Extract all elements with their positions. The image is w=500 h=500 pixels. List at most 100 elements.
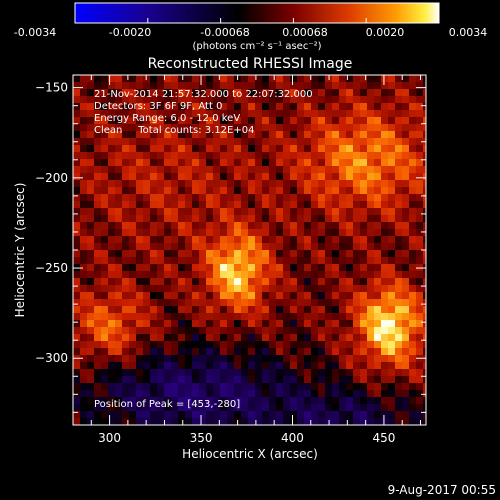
heatmap-cell <box>122 187 130 195</box>
heatmap-cell <box>122 327 130 335</box>
heatmap-cell <box>325 362 333 370</box>
heatmap-cell <box>409 159 417 167</box>
heatmap-cell <box>353 194 361 202</box>
heatmap-cell <box>241 418 249 425</box>
heatmap-cell <box>178 180 186 188</box>
heatmap-cell <box>164 292 172 300</box>
heatmap-cell <box>325 222 333 230</box>
heatmap-cell <box>143 390 151 398</box>
heatmap-cell <box>185 215 193 223</box>
heatmap-cell <box>276 187 284 195</box>
heatmap-cell <box>129 194 137 202</box>
heatmap-cell <box>360 215 368 223</box>
heatmap-cell <box>283 103 291 111</box>
heatmap-cell <box>290 348 298 356</box>
heatmap-cell <box>122 383 130 391</box>
heatmap-cell <box>220 376 228 384</box>
heatmap-cell <box>304 222 312 230</box>
heatmap-cell <box>164 411 172 419</box>
heatmap-cell <box>290 194 298 202</box>
heatmap-cell <box>241 166 249 174</box>
heatmap-cell <box>409 75 417 83</box>
heatmap-cell <box>381 376 389 384</box>
heatmap-cell <box>122 131 130 139</box>
heatmap-cell <box>157 327 165 335</box>
heatmap-cell <box>108 236 116 244</box>
heatmap-cell <box>311 159 319 167</box>
heatmap-cell <box>339 299 347 307</box>
heatmap-cell <box>87 369 95 377</box>
heatmap-cell <box>409 348 417 356</box>
heatmap-cell <box>381 138 389 146</box>
heatmap-cell <box>311 285 319 293</box>
heatmap-cell <box>164 390 172 398</box>
heatmap-cell <box>94 390 102 398</box>
heatmap-cell <box>220 110 228 118</box>
heatmap-cell <box>346 348 354 356</box>
heatmap-cell <box>297 369 305 377</box>
heatmap-cell <box>339 103 347 111</box>
heatmap-cell <box>297 362 305 370</box>
heatmap-cell <box>269 355 277 363</box>
heatmap-cell <box>367 306 375 314</box>
heatmap-cell <box>101 82 109 90</box>
heatmap-cell <box>157 257 165 265</box>
heatmap-cell <box>80 124 88 132</box>
heatmap-cell <box>136 103 144 111</box>
heatmap-cell <box>157 236 165 244</box>
heatmap-cell <box>108 334 116 342</box>
heatmap-cell <box>283 257 291 265</box>
heatmap-cell <box>367 187 375 195</box>
heatmap-cell <box>255 229 263 237</box>
heatmap-cell <box>346 222 354 230</box>
heatmap-cell <box>290 264 298 272</box>
heatmap-cell <box>192 313 200 321</box>
heatmap-cell <box>269 292 277 300</box>
heatmap-cell <box>115 89 123 97</box>
heatmap-cell <box>325 229 333 237</box>
heatmap-cell <box>353 243 361 251</box>
heatmap-cell <box>416 75 424 83</box>
heatmap-cell <box>283 110 291 118</box>
heatmap-cell <box>388 362 396 370</box>
heatmap-cell <box>234 397 242 405</box>
heatmap-cell <box>171 404 179 412</box>
heatmap-cell <box>304 229 312 237</box>
heatmap-cell <box>381 131 389 139</box>
heatmap-cell <box>213 278 221 286</box>
heatmap-cell <box>199 131 207 139</box>
heatmap-cell <box>108 299 116 307</box>
heatmap-cell <box>178 355 186 363</box>
heatmap-cell <box>80 243 88 251</box>
heatmap-cell <box>73 110 81 118</box>
heatmap-cell <box>164 201 172 209</box>
heatmap-cell <box>199 327 207 335</box>
heatmap-cell <box>395 173 403 181</box>
heatmap-cell <box>269 369 277 377</box>
heatmap-cell <box>220 75 228 83</box>
heatmap-cell <box>87 397 95 405</box>
heatmap-cell <box>276 124 284 132</box>
heatmap-cell <box>269 194 277 202</box>
heatmap-cell <box>234 166 242 174</box>
heatmap-cell <box>108 341 116 349</box>
heatmap-cell <box>360 138 368 146</box>
heatmap-cell <box>346 236 354 244</box>
heatmap-cell <box>290 411 298 419</box>
heatmap-cell <box>115 278 123 286</box>
heatmap-cell <box>262 194 270 202</box>
heatmap-cell <box>227 208 235 216</box>
heatmap-cell <box>101 369 109 377</box>
heatmap-cell <box>262 404 270 412</box>
heatmap-cell <box>206 89 214 97</box>
heatmap-cell <box>283 208 291 216</box>
heatmap-cell <box>381 236 389 244</box>
x-tick-label: 350 <box>190 431 213 445</box>
heatmap-cell <box>332 348 340 356</box>
heatmap-cell <box>332 89 340 97</box>
heatmap-cell <box>136 215 144 223</box>
heatmap-cell <box>395 180 403 188</box>
heatmap-cell <box>185 75 193 83</box>
heatmap-cell <box>318 229 326 237</box>
heatmap-cell <box>136 138 144 146</box>
